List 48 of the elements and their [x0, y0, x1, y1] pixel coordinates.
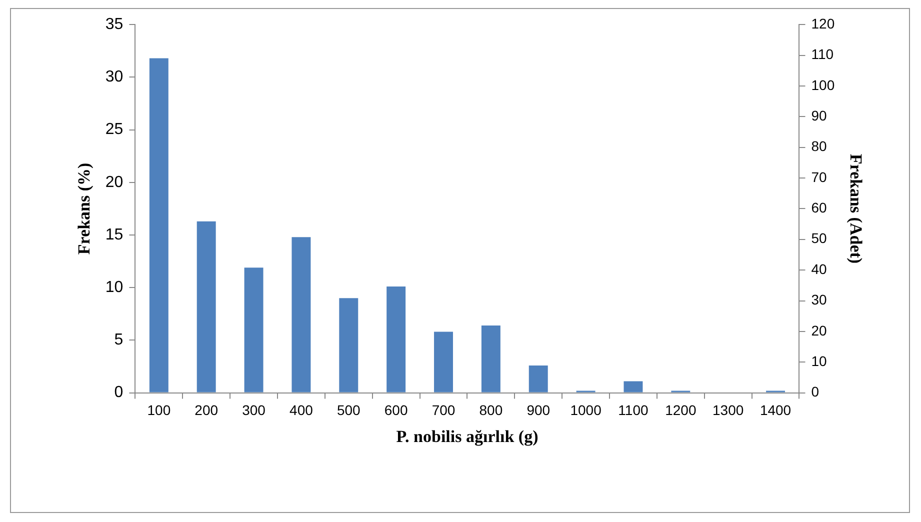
y2-tick-label: 30	[811, 292, 828, 308]
x-tick-label: 800	[479, 402, 503, 418]
bar	[528, 365, 548, 392]
x-tick-label: 1000	[570, 402, 602, 418]
bar	[339, 298, 358, 392]
y-tick-label: 0	[114, 384, 124, 402]
y2-tick-label: 120	[811, 15, 835, 32]
y-tick-label: 25	[105, 121, 124, 138]
y2-axis-title: Frekans (Adet)	[846, 154, 866, 264]
x-tick-label: 1400	[760, 402, 792, 418]
x-tick-label: 200	[194, 402, 218, 418]
x-tick-label: 400	[290, 402, 314, 418]
y2-tick-label: 110	[811, 46, 834, 62]
y-tick-label: 35	[105, 16, 124, 34]
bar	[149, 58, 168, 392]
x-tick-label: 1100	[618, 402, 648, 418]
x-tick-label: 100	[147, 402, 171, 418]
y-tick-label: 20	[105, 174, 124, 191]
bar	[481, 325, 500, 392]
bar	[434, 332, 453, 392]
bar	[386, 286, 406, 392]
y2-tick-label: 60	[811, 200, 828, 216]
x-tick-label: 600	[384, 402, 408, 418]
y2-tick-label: 0	[811, 384, 820, 400]
bar	[624, 381, 643, 392]
x-tick-label: 500	[336, 402, 361, 418]
y2-tick-label: 90	[811, 108, 828, 124]
y-tick-label: 5	[114, 332, 124, 349]
bar	[292, 237, 311, 392]
x-axis-title: P. nobilis ağırlık (g)	[396, 427, 538, 446]
y2-tick-label: 80	[811, 138, 828, 154]
bar	[196, 221, 216, 392]
x-tick-label: 300	[242, 402, 266, 418]
bar	[244, 268, 264, 392]
y2-tick-label: 50	[811, 230, 828, 246]
x-tick-label: 700	[432, 402, 456, 418]
y-tick-label: 30	[105, 68, 124, 86]
y2-tick-label: 100	[811, 76, 835, 93]
x-tick-label: 1300	[712, 402, 744, 418]
y-axis-title: Frekans (%)	[74, 162, 94, 255]
y2-tick-label: 70	[811, 168, 828, 185]
y2-tick-label: 20	[811, 322, 828, 338]
y-tick-label: 10	[105, 279, 124, 296]
y-tick-label: 15	[105, 226, 124, 244]
x-tick-label: 900	[526, 402, 550, 418]
y2-tick-label: 40	[811, 260, 828, 277]
y2-tick-label: 10	[811, 352, 828, 369]
x-tick-label: 1200	[665, 402, 696, 418]
